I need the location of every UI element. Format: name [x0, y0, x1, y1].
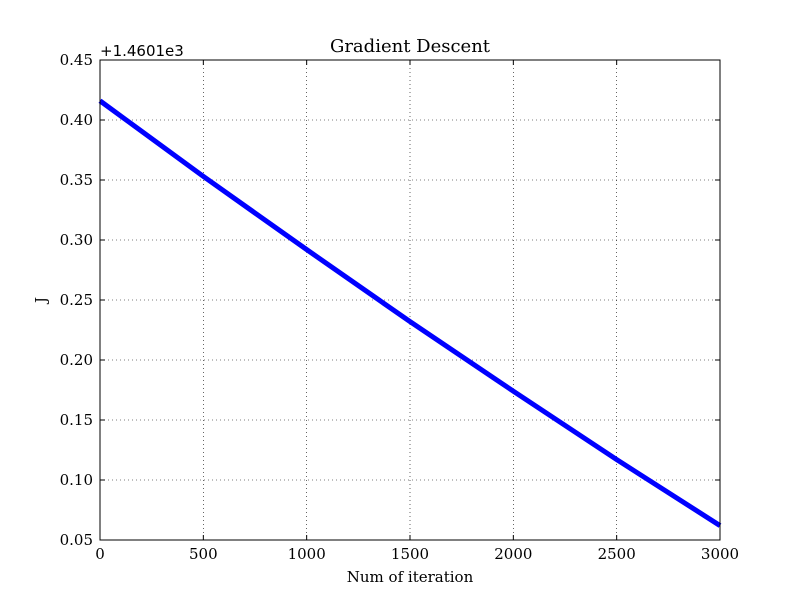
x-tick-label: 1500: [391, 545, 429, 563]
x-tick-label: 3000: [701, 545, 739, 563]
y-tick-label: 0.20: [60, 351, 93, 369]
y-tick-label: 0.10: [60, 471, 93, 489]
y-tick-label: 0.05: [60, 531, 93, 549]
x-tick-label: 1000: [288, 545, 326, 563]
y-tick-label: 0.15: [60, 411, 93, 429]
series-layer: [98, 98, 722, 528]
x-tick-label: 2500: [598, 545, 636, 563]
x-tick-label: 2000: [494, 545, 532, 563]
y-tick-label: 0.25: [60, 291, 93, 309]
y-tick-label: 0.35: [60, 171, 93, 189]
cost-line: [98, 98, 722, 528]
y-offset-label: +1.4601e3: [100, 42, 184, 60]
x-tick-label: 500: [189, 545, 218, 563]
y-tick-label: 0.45: [60, 51, 93, 69]
x-tick-label: 0: [95, 545, 105, 563]
x-axis-label: Num of iteration: [347, 568, 474, 586]
ticks: 0 500 1000 1500 2000 2500 3000 0.05 0.10 0.15 0.20…: [60, 51, 740, 563]
chart-title: Gradient Descent: [330, 36, 491, 57]
y-tick-label: 0.30: [60, 231, 93, 249]
y-tick-label: 0.40: [60, 111, 93, 129]
y-axis-label: J: [32, 297, 50, 305]
